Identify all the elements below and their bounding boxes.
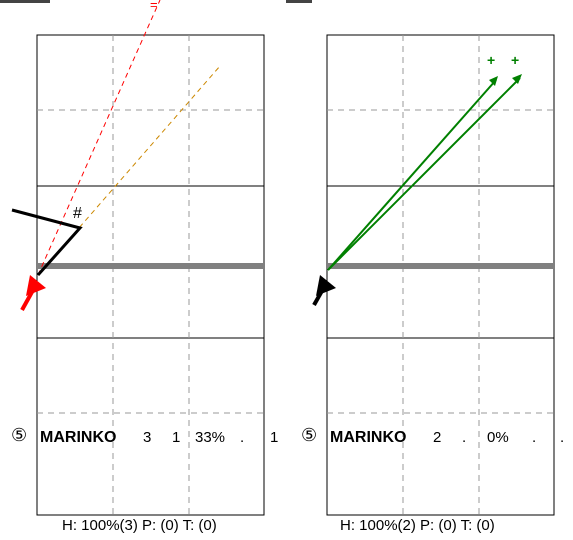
net — [327, 263, 554, 269]
net — [37, 263, 264, 269]
hash-mark: # — [73, 205, 82, 222]
summary-text: H: 100%(2) P: (0) T: (0) — [340, 517, 495, 534]
player-number-badge: ⑤ — [11, 425, 28, 446]
stat-value: 33% — [195, 429, 226, 446]
right-court — [326, 34, 555, 516]
right-top-tab — [286, 0, 312, 3]
stat-value: 3 — [143, 429, 152, 446]
player-name: MARINKO — [40, 429, 117, 446]
stat-value: 1 — [270, 429, 279, 446]
player-number-badge: ⑤ — [301, 425, 318, 446]
player-name: MARINKO — [330, 429, 407, 446]
plus-mark: + — [487, 52, 496, 68]
stat-value: 0% — [487, 429, 509, 446]
black-arrow-head — [316, 275, 336, 296]
stat-value: . — [532, 429, 537, 446]
attack-line-green — [327, 77, 521, 271]
stat-value: 1 — [172, 429, 181, 446]
attack-line-red-dashed — [37, 0, 161, 276]
red-arrow-head — [26, 275, 46, 296]
stat-value: . — [240, 429, 245, 446]
left-top-tab — [0, 0, 50, 3]
attack-line-green — [327, 79, 497, 271]
summary-text: H: 100%(3) P: (0) T: (0) — [62, 517, 217, 534]
stat-value: 2 — [433, 429, 442, 446]
left-attack-lines — [11, 0, 221, 311]
plus-mark: + — [511, 52, 520, 68]
left-court — [36, 34, 265, 516]
equals-mark: = — [150, 0, 158, 12]
stat-value: . — [560, 429, 565, 446]
block-line — [11, 208, 83, 276]
right-attack-lines — [312, 74, 522, 306]
stat-value: . — [462, 429, 467, 446]
